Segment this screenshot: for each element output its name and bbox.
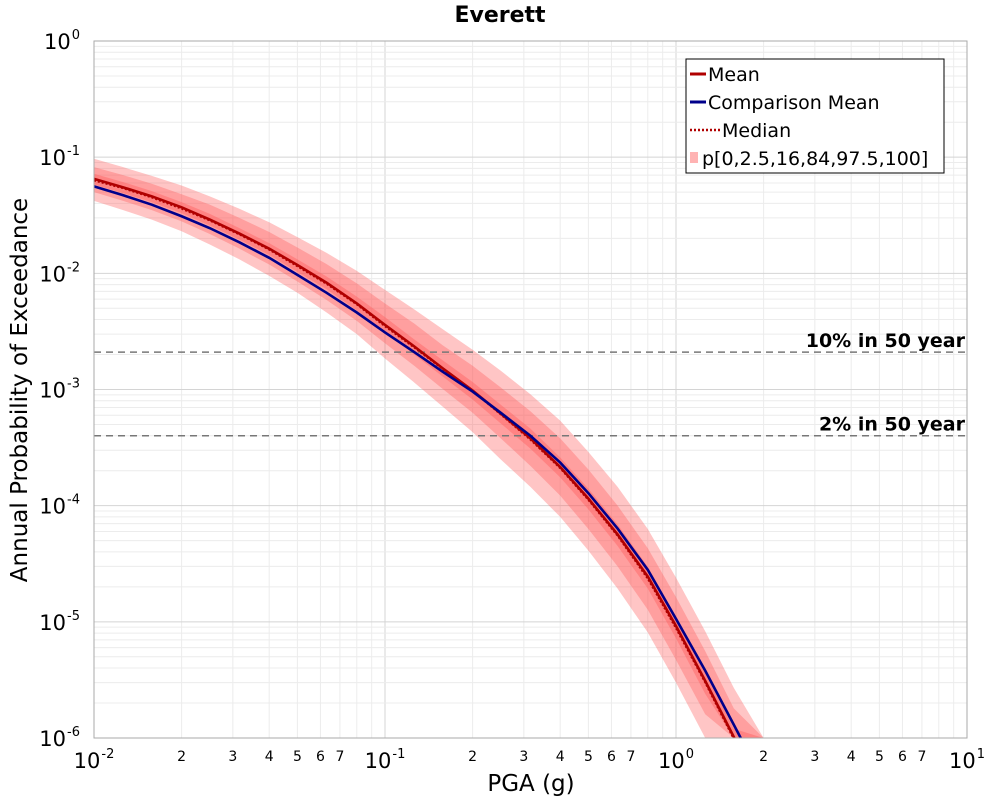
legend-swatch-percentiles (690, 152, 698, 163)
series-line-median (93, 179, 735, 739)
x-minor-tick-label: 5 (584, 749, 593, 765)
y-tick-label: 10-5 (39, 609, 80, 635)
y-axis-label: Annual Probability of Exceedance (7, 198, 33, 582)
x-minor-tick-label: 3 (228, 749, 237, 765)
grid (93, 41, 967, 739)
y-tick-exponent: -5 (67, 609, 80, 624)
percentile-bands (94, 158, 797, 739)
legend: Mean Comparison Mean Median p[0,2.5,16,8… (685, 58, 945, 174)
reference-line-label: 10% in 50 year (806, 330, 966, 352)
reference-line-label: 2% in 50 year (819, 414, 966, 436)
x-minor-tick-label: 7 (917, 749, 926, 765)
legend-label-median: Median (722, 120, 791, 142)
x-tick-exponent: 1 (977, 747, 985, 762)
x-minor-tick-label: 7 (626, 749, 635, 765)
y-tick-exponent: -6 (67, 725, 80, 740)
legend-label-percentiles: p[0,2.5,16,84,97.5,100] (702, 148, 928, 170)
x-minor-tick-label: 4 (556, 749, 565, 765)
percentile-band-0-100 (94, 158, 797, 738)
x-minor-tick-label: 3 (810, 749, 819, 765)
legend-box (685, 58, 945, 174)
x-tick-exponent: -2 (101, 747, 114, 762)
legend-label-mean: Mean (708, 64, 760, 86)
x-minor-tick-label: 3 (519, 749, 528, 765)
y-tick-exponent: 0 (72, 28, 80, 43)
x-minor-tick-label: 7 (335, 749, 344, 765)
x-minor-tick-label: 5 (875, 749, 884, 765)
x-minor-tick-label: 6 (898, 749, 907, 765)
y-tick-exponent: -2 (67, 260, 80, 275)
y-tick-label: 10-1 (39, 144, 80, 170)
chart-title: Everett (454, 3, 546, 28)
series-line-comparison-mean (93, 185, 742, 739)
series-lines (93, 177, 742, 739)
x-minor-tick-label: 6 (316, 749, 325, 765)
x-minor-tick-label: 6 (607, 749, 616, 765)
y-tick-exponent: -1 (67, 144, 80, 159)
x-minor-tick-label: 2 (177, 749, 186, 765)
legend-label-comparison-mean: Comparison Mean (708, 92, 880, 114)
x-minor-tick-label: 4 (265, 749, 274, 765)
y-tick-exponent: -4 (67, 493, 80, 508)
x-tick-exponent: 0 (686, 747, 694, 762)
plot-frame (93, 40, 968, 739)
reference-lines: 10% in 50 year 2% in 50 year (94, 330, 967, 437)
x-axis-label: PGA (g) (487, 771, 574, 797)
y-tick-exponent: -3 (67, 377, 80, 392)
x-minor-tick-label: 2 (759, 749, 768, 765)
x-minor-tick-label: 5 (293, 749, 302, 765)
x-minor-tick-label: 4 (847, 749, 856, 765)
x-tick-exponent: -1 (392, 747, 405, 762)
x-minor-tick-label: 2 (468, 749, 477, 765)
